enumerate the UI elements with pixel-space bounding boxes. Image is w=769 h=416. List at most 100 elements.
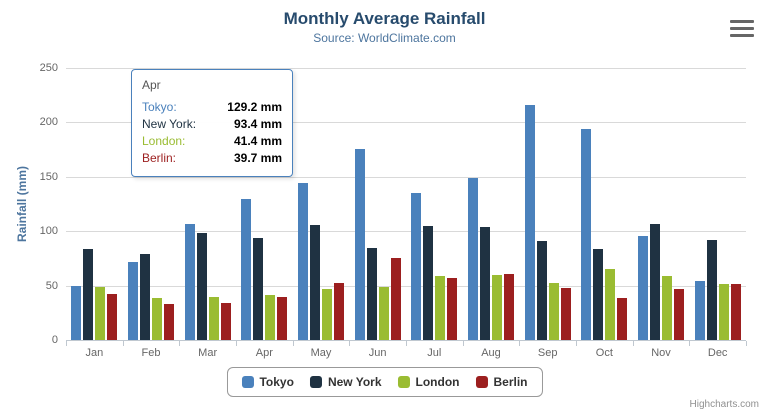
tooltip-series-name: Berlin:: [142, 151, 177, 165]
x-axis-label: Dec: [707, 347, 728, 359]
tooltip-row-london: London: 41.4 mm: [142, 133, 282, 150]
bar-berlin-feb[interactable]: [164, 303, 174, 340]
tooltip: Apr Tokyo: 129.2 mm New York: 93.4 mm London…: [131, 69, 293, 177]
bar-berlin-nov[interactable]: [674, 289, 684, 340]
y-axis-label: 200: [39, 116, 58, 129]
bar-new-york-aug[interactable]: [480, 226, 490, 340]
gridline: [66, 176, 746, 178]
x-axis-label: Sep: [537, 347, 558, 359]
x-axis-tick: [746, 341, 747, 346]
bar-tokyo-apr[interactable]: [241, 199, 252, 340]
tooltip-rows: Tokyo: 129.2 mm New York: 93.4 mm London: 41.…: [142, 99, 282, 167]
bar-london-oct[interactable]: [605, 269, 616, 340]
bar-tokyo-jan[interactable]: [71, 285, 82, 340]
x-axis-label: Nov: [651, 347, 671, 359]
legend-label: New York: [327, 375, 382, 389]
legend-item-tokyo[interactable]: Tokyo: [241, 375, 294, 389]
y-axis-label: 150: [39, 170, 58, 183]
bar-tokyo-dec[interactable]: [694, 280, 705, 340]
legend-item-new-york[interactable]: New York: [309, 375, 382, 389]
bar-berlin-jul[interactable]: [447, 277, 458, 340]
bar-london-jan[interactable]: [95, 286, 106, 340]
bar-berlin-apr[interactable]: [277, 296, 288, 340]
bar-tokyo-sep[interactable]: [524, 104, 535, 340]
hamburger-icon[interactable]: [730, 20, 754, 37]
legend: Tokyo New York London Berlin: [226, 367, 543, 397]
x-axis-tick: [179, 341, 181, 346]
bar-tokyo-aug[interactable]: [468, 178, 478, 340]
bar-london-jun[interactable]: [378, 287, 389, 340]
bar-new-york-feb[interactable]: [140, 254, 150, 340]
bar-tokyo-nov[interactable]: [638, 236, 648, 340]
legend-label: Tokyo: [259, 375, 294, 389]
x-axis-label: Jan: [85, 347, 104, 359]
bar-new-york-apr[interactable]: [253, 238, 264, 340]
x-axis-tick: [292, 341, 294, 346]
x-axis-tick: [406, 341, 407, 346]
chart-title: Monthly Average Rainfall: [283, 9, 486, 28]
tooltip-series-value: 129.2 mm: [227, 100, 282, 114]
legend-label: Berlin: [493, 375, 528, 389]
bar-london-aug[interactable]: [492, 275, 502, 340]
bar-berlin-dec[interactable]: [730, 284, 741, 340]
x-axis-tick: [632, 341, 634, 346]
bar-berlin-oct[interactable]: [617, 297, 628, 340]
legend-item-berlin[interactable]: Berlin: [475, 375, 528, 389]
bar-new-york-jul[interactable]: [423, 225, 434, 340]
bar-berlin-mar[interactable]: [220, 302, 231, 340]
x-axis-tick: [349, 341, 351, 346]
bar-tokyo-mar[interactable]: [184, 224, 195, 340]
x-axis-label: Jul: [427, 347, 442, 359]
bar-tokyo-feb[interactable]: [128, 262, 138, 340]
bar-new-york-dec[interactable]: [706, 239, 717, 340]
bar-tokyo-jul[interactable]: [411, 192, 422, 340]
bar-tokyo-oct[interactable]: [581, 128, 592, 340]
bar-london-sep[interactable]: [548, 283, 559, 340]
bar-berlin-aug[interactable]: [504, 274, 514, 340]
hamburger-line: [730, 20, 754, 23]
bar-london-nov[interactable]: [662, 275, 672, 340]
bar-london-apr[interactable]: [265, 295, 276, 340]
legend-swatch: [309, 376, 322, 388]
legend-item-london[interactable]: London: [397, 375, 460, 389]
legend-swatch: [241, 376, 254, 388]
tooltip-series-value: 93.4 mm: [233, 117, 282, 131]
bar-berlin-jun[interactable]: [390, 257, 401, 340]
bar-berlin-may[interactable]: [334, 282, 344, 340]
x-axis-label: Mar: [198, 347, 218, 359]
bar-new-york-nov[interactable]: [650, 224, 660, 340]
bar-london-dec[interactable]: [718, 284, 729, 340]
gridline: [66, 285, 746, 287]
bar-tokyo-jun[interactable]: [354, 148, 365, 340]
tooltip-series-value: 39.7 mm: [233, 151, 282, 165]
chart-subtitle: Source: WorldClimate.com: [313, 31, 456, 45]
x-axis-tick: [519, 341, 521, 346]
x-axis-tick: [576, 341, 577, 346]
tooltip-row-new-york: New York: 93.4 mm: [142, 116, 282, 133]
bar-new-york-oct[interactable]: [593, 249, 604, 340]
bar-london-feb[interactable]: [152, 297, 162, 340]
bar-london-mar[interactable]: [208, 297, 219, 340]
legend-label: London: [415, 375, 460, 389]
credits-link[interactable]: Highcharts.com: [689, 399, 759, 410]
tooltip-row-tokyo: Tokyo: 129.2 mm: [142, 99, 282, 116]
bar-tokyo-may[interactable]: [298, 183, 308, 340]
bar-new-york-jan[interactable]: [83, 249, 94, 340]
hamburger-line: [730, 27, 754, 30]
plot-area: [66, 68, 746, 341]
bar-london-may[interactable]: [322, 288, 332, 340]
bar-new-york-sep[interactable]: [536, 240, 547, 340]
bar-new-york-may[interactable]: [310, 224, 320, 340]
y-axis-label: 50: [45, 279, 58, 292]
x-axis-label: May: [310, 347, 332, 359]
tooltip-row-berlin: Berlin: 39.7 mm: [142, 150, 282, 167]
bar-berlin-jan[interactable]: [107, 293, 118, 340]
tooltip-header: Apr: [142, 78, 161, 92]
bar-new-york-mar[interactable]: [196, 232, 207, 340]
bar-berlin-sep[interactable]: [560, 288, 571, 340]
x-axis-tick: [689, 341, 691, 346]
y-axis-labels: 0 50 100 150 200 250: [0, 62, 58, 346]
bar-new-york-jun[interactable]: [366, 248, 377, 340]
bar-london-jul[interactable]: [435, 275, 446, 340]
